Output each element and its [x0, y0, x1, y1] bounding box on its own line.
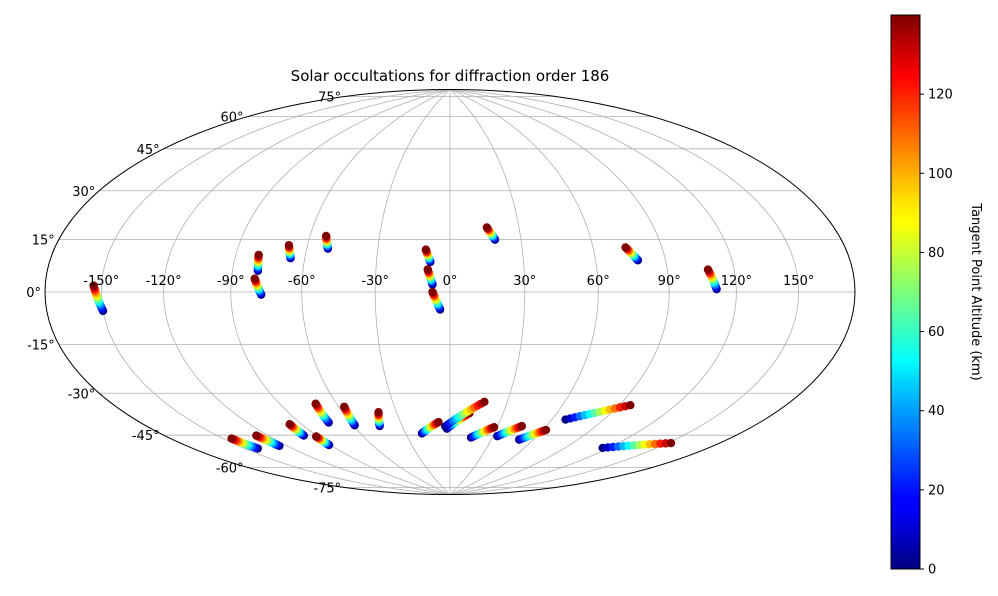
data-point — [703, 265, 713, 274]
colorbar-tick-label: 60 — [928, 325, 945, 340]
occultation-track — [621, 243, 643, 265]
data-point — [423, 265, 432, 274]
map-outline — [44, 89, 856, 495]
lon-tick-label: -120° — [146, 274, 182, 289]
colorbar-tick-label: 100 — [928, 167, 953, 182]
occultation-track — [311, 432, 334, 450]
lat-tick-label: -45° — [132, 429, 160, 444]
lon-tick-label: -150° — [83, 274, 119, 289]
occultation-track — [514, 425, 551, 444]
lon-tick-label: 0° — [443, 274, 458, 289]
colorbar-gradient — [890, 14, 921, 570]
axis-tick-labels: -150° -120° -90° -60° -30° 0° 30° 60° 90° 120° 150… — [26, 90, 814, 496]
colorbar-tick-label: 20 — [928, 483, 945, 498]
meridian-line — [100, 89, 451, 495]
occultation-track — [482, 223, 500, 244]
occultation-track — [441, 397, 489, 431]
lat-tick-label: -15° — [27, 338, 55, 353]
data-point — [89, 281, 98, 290]
lat-tick-label: 45° — [137, 143, 160, 158]
occultation-track — [284, 241, 295, 263]
data-point — [340, 402, 349, 411]
occultation-track — [417, 417, 443, 438]
occultation-track — [227, 434, 262, 453]
data-point — [489, 422, 499, 432]
data-point — [254, 250, 263, 260]
occultation-track — [374, 408, 384, 431]
occultation-track — [423, 265, 437, 289]
occultation-track — [311, 399, 333, 427]
meridian-line — [163, 89, 451, 495]
lat-tick-label: 60° — [220, 111, 243, 126]
meridian-line — [449, 89, 800, 495]
data-point — [626, 400, 635, 410]
data-point — [428, 287, 437, 297]
occultation-track — [493, 421, 527, 441]
lat-tick-label: 0° — [26, 286, 41, 301]
occultation-track — [421, 245, 435, 267]
meridian-line — [449, 89, 670, 495]
occultation-track — [598, 438, 676, 453]
data-point — [284, 241, 294, 250]
data-point — [666, 438, 676, 448]
occultation-track — [253, 250, 263, 275]
lon-tick-label: 60° — [587, 274, 610, 289]
meridian-line — [301, 89, 451, 495]
data-point — [517, 421, 527, 431]
occultation-track — [89, 281, 108, 316]
lat-tick-label: 30° — [72, 185, 95, 200]
occultation-track — [703, 265, 721, 294]
data-point — [250, 274, 259, 283]
colorbar-tick-label: 80 — [928, 246, 945, 261]
lon-tick-label: 120° — [721, 274, 752, 289]
data-point — [311, 399, 320, 408]
lat-tick-label: 75° — [318, 90, 341, 105]
data-point — [227, 434, 236, 443]
data-point — [541, 425, 551, 435]
occultation-track — [428, 287, 445, 314]
occultation-track — [340, 402, 359, 430]
data-point — [321, 231, 331, 241]
data-point — [252, 431, 261, 440]
data-point — [285, 420, 294, 429]
colorbar-ticks: 0 20 40 60 80 100 120 — [920, 88, 953, 578]
chart-title: Solar occultations for diffraction order… — [291, 67, 610, 85]
colorbar-tick-label: 0 — [928, 563, 936, 578]
occultation-track — [252, 431, 284, 451]
lat-tick-label: -75° — [313, 482, 341, 497]
lon-tick-label: 30° — [513, 274, 536, 289]
colorbar-tick-label: 120 — [928, 88, 953, 103]
occultation-track — [466, 422, 499, 442]
meridian-line — [374, 89, 451, 495]
colorbar-tick-label: 40 — [928, 404, 945, 419]
data-point — [374, 408, 383, 417]
colorbar-label: Tangent Point Altitude (km) — [968, 202, 983, 380]
data-point — [482, 223, 492, 232]
graticule — [45, 89, 855, 495]
occultation-track — [250, 274, 266, 299]
lon-tick-label: -90° — [217, 274, 245, 289]
data-point — [311, 432, 321, 441]
data-point — [434, 417, 443, 427]
lat-tick-label: 15° — [32, 234, 55, 249]
meridian-line — [449, 89, 599, 495]
lon-tick-label: -60° — [288, 274, 316, 289]
occultation-track — [285, 420, 308, 440]
lon-tick-label: 150° — [783, 274, 814, 289]
data-point — [421, 245, 431, 254]
data-point — [480, 397, 489, 407]
lon-tick-label: -30° — [361, 274, 389, 289]
lat-tick-label: -60° — [216, 461, 244, 476]
meridian-line — [449, 89, 526, 495]
map-boundary — [44, 89, 856, 495]
lat-tick-label: -30° — [68, 387, 96, 402]
occultation-track — [321, 231, 333, 253]
lon-tick-label: 90° — [658, 274, 681, 289]
occultation-points — [89, 223, 721, 453]
occultation-track — [561, 400, 635, 424]
data-point — [621, 243, 630, 252]
colorbar: 0 20 40 60 80 100 120 Tangent Point Altitude (… — [890, 14, 983, 578]
